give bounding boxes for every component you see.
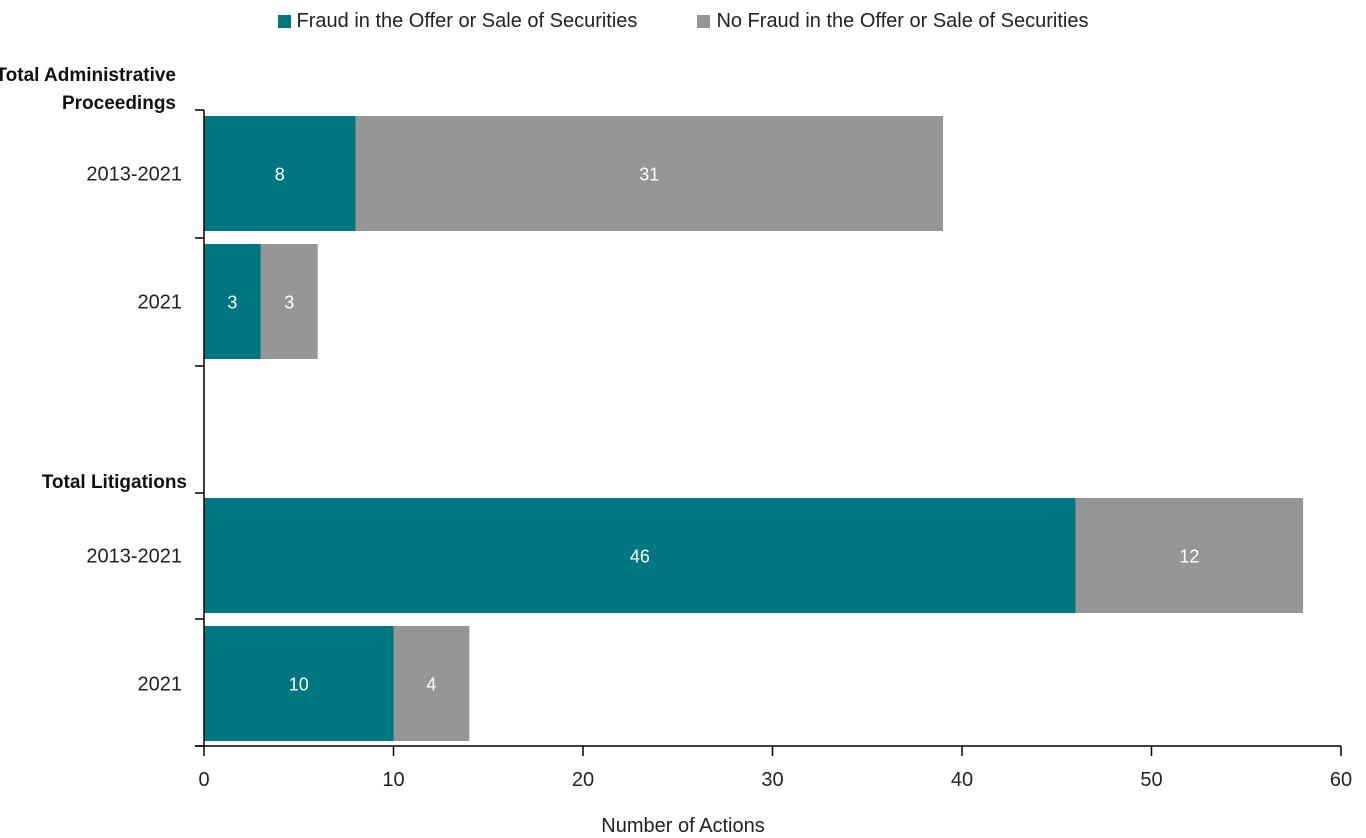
legend-item-nofraud: No Fraud in the Offer or Sale of Securit…	[697, 10, 1088, 33]
x-tick-label-3: 30	[761, 769, 783, 791]
x-axis-title: Number of Actions	[601, 815, 765, 837]
bar-nofraud-3	[393, 626, 470, 741]
x-tick-label-0: 0	[198, 769, 209, 791]
data-label-nofraud-0: 31	[639, 165, 659, 185]
legend: Fraud in the Offer or Sale of Securities…	[0, 8, 1366, 34]
x-tick-label-5: 50	[1140, 769, 1162, 791]
bar-fraud-3	[204, 626, 394, 741]
category-label-2: 2013-2021	[86, 546, 182, 568]
category-label-1: 2021	[138, 292, 183, 314]
data-label-nofraud-2: 12	[1179, 547, 1199, 567]
data-label-fraud-0: 8	[275, 165, 285, 185]
group-label-1: Total Litigations	[42, 472, 187, 493]
data-label-nofraud-3: 4	[426, 675, 436, 695]
legend-item-fraud: Fraud in the Offer or Sale of Securities	[277, 9, 638, 33]
legend-label-nofraud: No Fraud in the Offer or Sale of Securit…	[716, 9, 1089, 32]
group-label-0-line2: Proceedings	[62, 93, 176, 114]
bar-fraud-0	[204, 116, 356, 231]
legend-swatch-nofraud	[697, 14, 711, 28]
category-label-3: 2021	[138, 674, 183, 696]
legend-label-fraud: Fraud in the Offer or Sale of Securities	[296, 9, 638, 32]
x-tick-label-6: 60	[1330, 769, 1352, 791]
group-label-0-line1: Total Administrative	[0, 65, 176, 86]
category-label-0: 2013-2021	[86, 164, 182, 186]
bar-fraud-1	[204, 244, 261, 359]
bar-nofraud-1	[260, 244, 318, 359]
data-label-nofraud-1: 3	[284, 293, 294, 313]
data-label-fraud-1: 3	[227, 293, 237, 313]
x-tick-label-4: 40	[951, 769, 973, 791]
bar-nofraud-0	[355, 116, 944, 231]
bar-nofraud-2	[1075, 498, 1304, 613]
legend-swatch-fraud	[277, 14, 291, 28]
bar-fraud-2	[204, 498, 1076, 613]
x-tick-label-2: 20	[572, 769, 594, 791]
x-tick-label-1: 10	[382, 769, 404, 791]
data-label-fraud-2: 46	[630, 547, 650, 567]
data-label-fraud-3: 10	[289, 675, 309, 695]
